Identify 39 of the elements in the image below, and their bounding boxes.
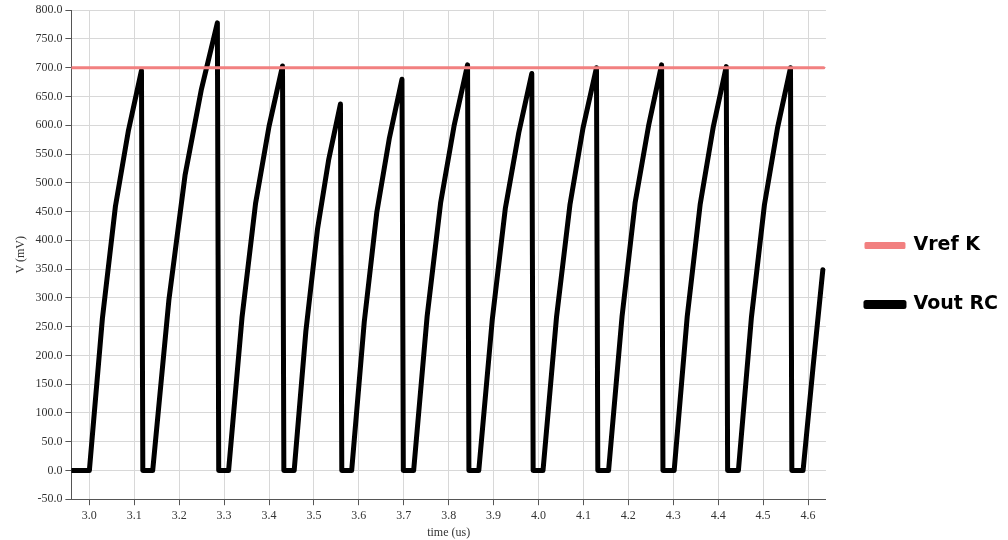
y-tick-label: 800.0	[35, 2, 63, 17]
y-tick-label: 250.0	[35, 318, 63, 333]
y-tick-label: 350.0	[35, 261, 63, 276]
y-tick-label: 500.0	[35, 174, 63, 189]
x-tick-label: 4.4	[710, 507, 726, 522]
y-tick-label: 600.0	[35, 117, 63, 132]
x-tick-label: 4.1	[575, 507, 591, 522]
x-tick-label: 3.6	[351, 507, 367, 522]
y-tick-label: 50.0	[41, 433, 63, 448]
x-tick-label: 3.2	[171, 507, 187, 522]
x-tick-label: 3.5	[306, 507, 322, 522]
y-tick-label: 550.0	[35, 146, 63, 161]
x-tick-label: 3.3	[216, 507, 232, 522]
y-tick-label: 700.0	[35, 59, 63, 74]
y-tick-label: -50.0	[37, 491, 63, 506]
x-tick-label: 3.9	[486, 507, 502, 522]
y-tick-label: 650.0	[35, 88, 63, 103]
y-tick-label: 200.0	[35, 347, 63, 362]
y-tick-label: 450.0	[35, 203, 63, 218]
x-axis-title: time (us)	[427, 524, 471, 539]
y-tick-label: 300.0	[35, 290, 63, 304]
y-tick-label: 0.0	[47, 462, 63, 477]
legend-label: Vout RC	[913, 291, 999, 314]
x-tick-label: 3.1	[126, 507, 142, 522]
x-tick-label: 4.0	[531, 507, 547, 522]
y-axis-title: V (mV)	[13, 235, 28, 274]
y-tick-label: 150.0	[35, 376, 63, 391]
x-tick-label: 3.7	[396, 507, 412, 522]
x-tick-label: 4.6	[800, 507, 816, 522]
legend-label: Vref K	[913, 232, 982, 255]
y-tick-label: 400.0	[35, 232, 63, 247]
x-tick-label: 4.2	[620, 507, 636, 522]
x-tick-label: 3.8	[441, 507, 457, 522]
x-tick-label: 3.4	[261, 507, 277, 522]
x-tick-label: 4.3	[665, 507, 681, 522]
y-tick-label: 750.0	[35, 31, 63, 46]
x-tick-label: 4.5	[755, 507, 771, 522]
x-tick-label: 3.0	[81, 507, 97, 522]
y-tick-label: 100.0	[35, 405, 63, 420]
